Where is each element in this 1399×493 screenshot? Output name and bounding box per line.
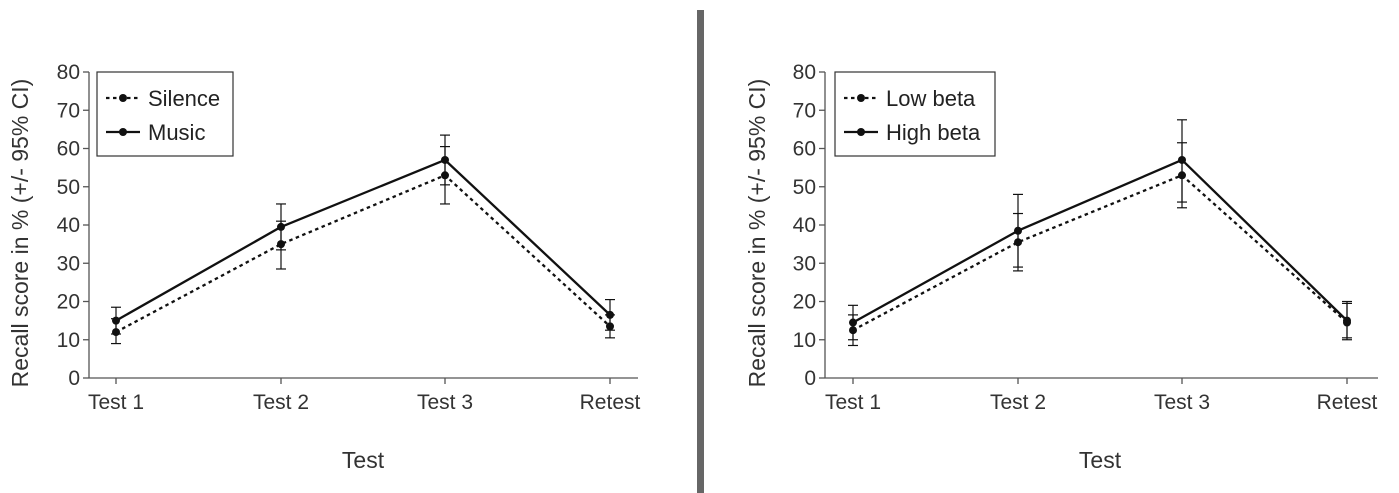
x-tick-label: Retest — [580, 391, 641, 414]
y-tick-label: 70 — [57, 99, 80, 122]
series-line-dotted — [852, 174, 1348, 332]
legend-label: Music — [148, 120, 205, 145]
data-point — [1178, 155, 1186, 164]
y-tick-label: 50 — [57, 176, 80, 199]
y-tick-label: 60 — [793, 138, 816, 161]
legend-marker — [857, 94, 865, 102]
y-tick-label: 20 — [57, 291, 80, 314]
legend-box — [834, 71, 996, 157]
y-axis-title: Recall score in % (+/- 95% CI) — [744, 79, 770, 388]
x-tick-label: Test 2 — [253, 391, 309, 414]
y-tick-label: 20 — [793, 291, 816, 314]
x-axis-title: Test — [1079, 447, 1122, 473]
x-tick-label: Test 3 — [417, 391, 473, 414]
data-point — [606, 310, 614, 319]
legend-label: High beta — [886, 120, 981, 145]
series-line-solid — [852, 158, 1348, 324]
series-line-dotted — [115, 174, 611, 334]
chart-panel-right: 0 10 20 30 40 50 60 70 80 Test 1 Test 2 Test 3 Retes… — [744, 61, 1378, 473]
y-tick-label: 60 — [57, 138, 80, 161]
y-tick-label: 70 — [793, 99, 816, 122]
data-point — [277, 222, 285, 231]
y-tick-label: 30 — [57, 252, 80, 275]
y-tick-label: 30 — [793, 252, 816, 275]
y-tick-label: 0 — [804, 367, 816, 390]
data-point — [441, 155, 449, 164]
data-point — [849, 318, 857, 327]
y-tick-label: 50 — [793, 176, 816, 199]
legend-marker — [119, 128, 127, 136]
data-point — [1014, 226, 1022, 235]
legend-marker — [119, 94, 127, 102]
panel-divider — [697, 10, 704, 493]
legend-label: Silence — [148, 86, 220, 111]
x-tick-label: Retest — [1317, 391, 1378, 414]
legend-label: Low beta — [886, 86, 976, 111]
x-tick-label: Test 3 — [1154, 391, 1210, 414]
y-tick-label: 80 — [793, 61, 816, 84]
x-tick-label: Test 1 — [825, 391, 881, 414]
series-line-solid — [115, 158, 611, 322]
legend-box — [96, 71, 234, 157]
y-tick-label: 40 — [57, 214, 80, 237]
y-tick-label: 10 — [793, 329, 816, 352]
y-tick-label: 80 — [57, 61, 80, 84]
x-axis-title: Test — [342, 447, 385, 473]
data-point — [1343, 316, 1351, 325]
x-tick-label: Test 2 — [990, 391, 1046, 414]
y-axis-title: Recall score in % (+/- 95% CI) — [7, 79, 33, 388]
chart-panel-left: 0 10 20 30 40 50 60 70 80 Test 1 Test 2 Test 3 Retes… — [7, 61, 641, 473]
data-point — [112, 316, 120, 325]
y-tick-label: 40 — [793, 214, 816, 237]
x-tick-label: Test 1 — [88, 391, 144, 414]
legend-marker — [857, 128, 865, 136]
y-tick-label: 0 — [68, 367, 80, 390]
y-tick-label: 10 — [57, 329, 80, 352]
